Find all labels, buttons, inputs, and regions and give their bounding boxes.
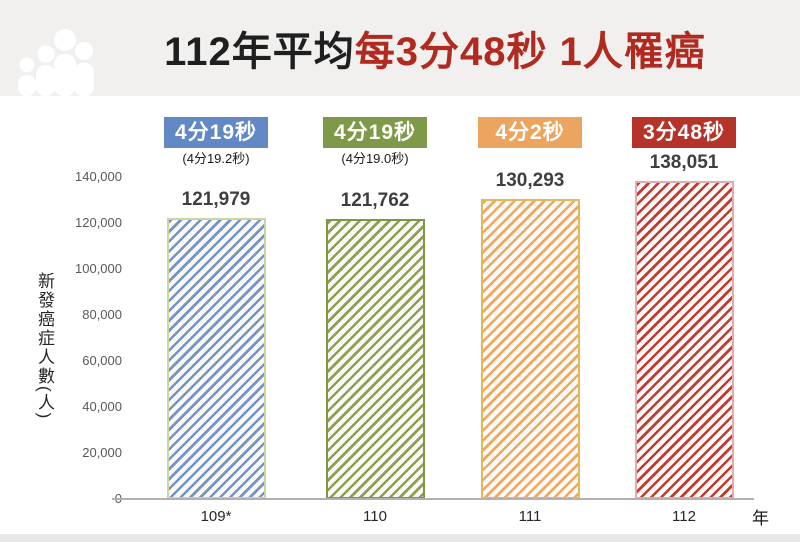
bar-chart: 新發癌症人數(人) 0 20,000 40,000 60,000 80,000 100,0… <box>0 96 800 542</box>
page-title: 112年平均每3分48秒 1人罹癌 <box>94 19 706 77</box>
y-tick-label: 0 <box>114 491 122 506</box>
bar-111 <box>480 199 580 499</box>
bar-112 <box>634 181 734 499</box>
y-tick-label: 60,000 <box>82 353 122 368</box>
bar-value-label: 138,051 <box>649 152 719 173</box>
time-interval-badge: 4分19秒 <box>323 117 427 148</box>
x-tick-label: 112 <box>672 508 696 525</box>
time-interval-badge: 4分19秒 <box>164 117 268 148</box>
title-black-part: 112年平均 <box>164 30 355 74</box>
bar-value-label: 130,293 <box>495 170 565 191</box>
x-axis-line <box>112 498 754 500</box>
y-tick-label: 80,000 <box>82 307 122 322</box>
y-tick-label: 40,000 <box>82 399 122 414</box>
y-tick-label: 120,000 <box>75 215 122 230</box>
bar-value-label: 121,762 <box>340 190 410 211</box>
x-tick-label: 109* <box>200 508 232 525</box>
bar-value-label: 121,979 <box>181 189 251 210</box>
time-interval-badge: 3分48秒 <box>632 117 736 148</box>
x-tick-label: 111 <box>518 508 542 525</box>
footer-strip <box>0 534 800 542</box>
title-red-part: 每3分48秒 1人罹癌 <box>354 30 706 74</box>
y-axis-title: 新發癌症人數(人) <box>35 272 54 421</box>
y-tick-label: 140,000 <box>75 169 122 184</box>
bar-109* <box>166 218 266 499</box>
people-group-icon <box>8 12 108 96</box>
time-interval-badge: 4分2秒 <box>478 117 582 148</box>
x-tick-label: 110 <box>363 508 387 525</box>
x-axis-unit-label: 年 <box>752 509 769 528</box>
y-tick-label: 20,000 <box>82 445 122 460</box>
header: 112年平均每3分48秒 1人罹癌 <box>0 0 800 96</box>
time-interval-sublabel: (4分19.2秒) <box>182 151 250 166</box>
y-tick-label: 100,000 <box>75 261 122 276</box>
bar-110 <box>325 219 425 499</box>
time-interval-sublabel: (4分19.0秒) <box>341 151 409 166</box>
